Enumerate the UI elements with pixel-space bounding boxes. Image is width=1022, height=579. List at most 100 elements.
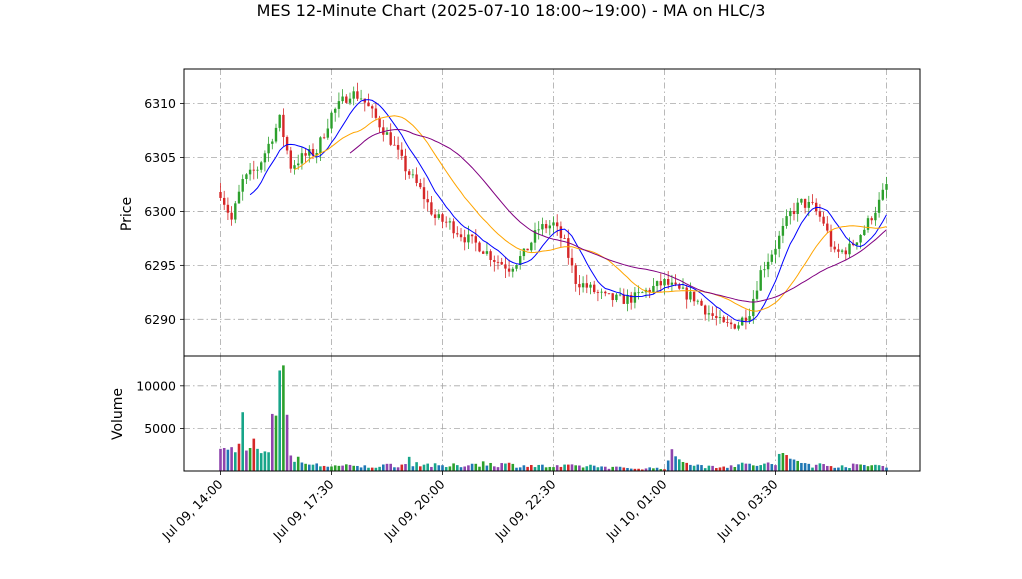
candle-body bbox=[430, 202, 433, 215]
candle-body bbox=[752, 298, 755, 317]
volume-bar bbox=[404, 464, 407, 471]
volume-bar bbox=[777, 453, 781, 471]
candle-body bbox=[800, 198, 803, 203]
volume-bar bbox=[874, 464, 877, 471]
candle-body bbox=[604, 291, 607, 294]
candle-body bbox=[448, 221, 452, 223]
volume-bar bbox=[826, 465, 829, 471]
volume-bar bbox=[644, 468, 648, 471]
price-tick-label: 6305 bbox=[144, 150, 176, 165]
candle-body bbox=[482, 251, 485, 254]
volume-frame bbox=[183, 355, 921, 472]
volume-bar bbox=[415, 462, 418, 471]
price-tick-label: 6310 bbox=[144, 96, 176, 111]
volume-bar bbox=[271, 413, 274, 471]
candle-body bbox=[278, 114, 281, 128]
volume-bar bbox=[541, 464, 544, 471]
volume-bar bbox=[618, 466, 622, 471]
candle-body bbox=[223, 197, 226, 205]
volume-bar bbox=[315, 463, 318, 471]
candle-body bbox=[374, 108, 378, 118]
x-tick-label: Jul 10, 03:30 bbox=[713, 476, 780, 543]
candle-body bbox=[718, 317, 722, 318]
volume-bar bbox=[678, 459, 681, 471]
volume-bar bbox=[289, 455, 293, 471]
candle-body bbox=[267, 143, 270, 154]
candle-body bbox=[722, 317, 725, 323]
candle-body bbox=[522, 248, 526, 257]
candle-body bbox=[426, 199, 429, 203]
candle-body bbox=[630, 295, 633, 303]
candle-body bbox=[689, 291, 692, 300]
volume-bar bbox=[652, 468, 655, 471]
moving-average-line bbox=[349, 128, 887, 303]
volume-bar bbox=[252, 438, 256, 471]
candle-body bbox=[519, 256, 522, 265]
volume-bar bbox=[489, 462, 492, 471]
volume-tick-label: 10000 bbox=[136, 378, 176, 393]
candle-body bbox=[803, 198, 807, 208]
volume-bar bbox=[729, 465, 733, 471]
volume-bar bbox=[530, 464, 533, 471]
volume-bar bbox=[870, 465, 873, 471]
candle-body bbox=[496, 261, 500, 263]
volume-bar bbox=[311, 464, 315, 471]
volume-bar bbox=[604, 466, 607, 471]
candle-body bbox=[626, 295, 629, 304]
volume-bar bbox=[448, 466, 452, 471]
volume-bar bbox=[863, 464, 866, 471]
candle-body bbox=[796, 202, 799, 214]
candle-body bbox=[833, 246, 836, 250]
volume-bar bbox=[589, 464, 592, 471]
volume-bar bbox=[511, 463, 515, 471]
volume-bar bbox=[544, 467, 548, 471]
volume-bar bbox=[674, 456, 677, 471]
moving-average-line bbox=[249, 99, 887, 323]
candle-body bbox=[300, 153, 304, 164]
volume-bar bbox=[733, 467, 737, 471]
x-tick-label: Jul 09, 14:00 bbox=[158, 476, 225, 543]
candle-body bbox=[348, 98, 352, 103]
candle-body bbox=[319, 137, 322, 154]
volume-bar bbox=[641, 469, 644, 471]
volume-bar bbox=[504, 463, 507, 471]
volume-bar bbox=[689, 464, 692, 471]
candle-body bbox=[241, 179, 244, 192]
candle-body bbox=[696, 300, 699, 302]
candle-body bbox=[729, 322, 733, 325]
candle-body bbox=[548, 225, 551, 229]
volume-bar bbox=[552, 467, 555, 471]
x-tick-label: Jul 10, 01:00 bbox=[602, 476, 669, 543]
candle-body bbox=[530, 242, 533, 251]
candle-body bbox=[289, 150, 292, 169]
candle-body bbox=[252, 169, 255, 171]
volume-bar bbox=[692, 465, 696, 471]
candle-body bbox=[356, 91, 359, 99]
candle-body bbox=[263, 153, 267, 163]
candle-body bbox=[685, 287, 688, 300]
volume-bar bbox=[792, 459, 796, 471]
candle-body bbox=[415, 174, 418, 184]
candle-body bbox=[737, 325, 740, 329]
volume-bar bbox=[356, 465, 359, 471]
candle-body bbox=[489, 251, 492, 261]
candle-body bbox=[456, 233, 459, 235]
candle-body bbox=[371, 106, 374, 109]
volume-bar bbox=[748, 463, 751, 471]
candle-body bbox=[552, 222, 555, 226]
volume-bar bbox=[578, 465, 581, 471]
candle-body bbox=[589, 284, 592, 288]
volume-bar bbox=[470, 463, 474, 471]
candle-body bbox=[659, 281, 662, 286]
x-axis: Jul 09, 14:00 Jul 09, 17:30 Jul 09, 20:00 J… bbox=[158, 471, 887, 544]
candle-body bbox=[859, 235, 862, 243]
candle-body bbox=[885, 184, 888, 190]
volume-bar bbox=[422, 464, 426, 471]
volume-bar bbox=[359, 467, 363, 471]
candle-body bbox=[844, 250, 847, 255]
candle-body bbox=[463, 237, 466, 243]
candle-body bbox=[877, 199, 881, 213]
volume-bar bbox=[441, 465, 444, 471]
volume-bar bbox=[533, 467, 537, 471]
volume-bar bbox=[570, 464, 574, 471]
